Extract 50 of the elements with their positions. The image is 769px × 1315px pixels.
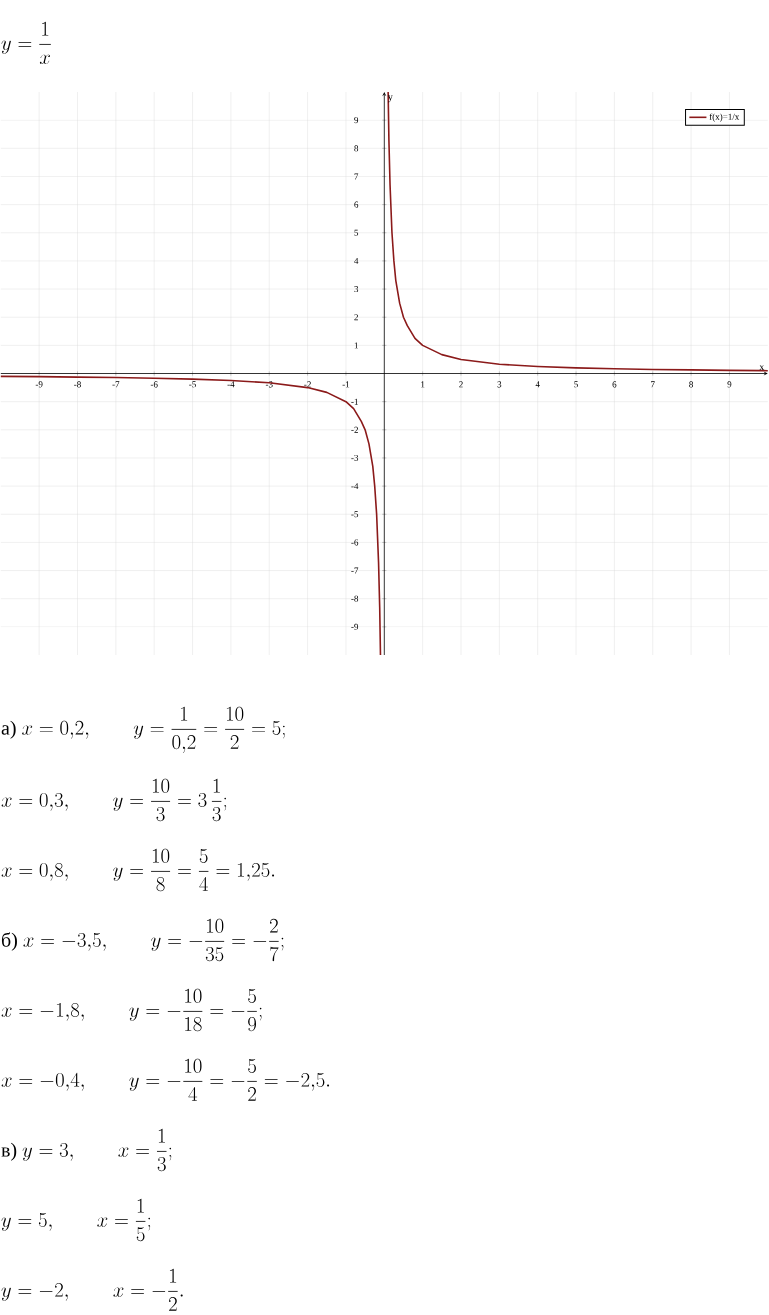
y-tick-label: 2 (354, 314, 359, 321)
y-tick-label: 8 (354, 145, 359, 152)
x-tick-label: -5 (189, 381, 197, 388)
chart-title: $y=\frac{1}{x}$ (1, 21, 52, 65)
text: $x=0{,}3,\qquad y=\frac{10}{3}=3\,\frac{1}{3};$ (1, 778, 227, 822)
x-tick-label: 6 (612, 381, 617, 388)
x-tick-label: -6 (150, 381, 158, 388)
x-tick-label: 1 (421, 381, 425, 388)
text: $\text{б) }x=-3{,}5,\qquad y=-\frac{10}{35}=-\frac{2}{7};$ (2, 918, 284, 962)
x-tick-label: -9 (35, 381, 43, 388)
y-tick-label: -7 (351, 567, 359, 574)
y-tick-label: -4 (351, 483, 359, 490)
x-tick-label: 9 (727, 381, 732, 388)
y-tick-label: -9 (351, 623, 359, 630)
x-tick-label: -3 (266, 381, 273, 388)
y-tick-label: 5 (354, 229, 359, 236)
text: $y=5,\qquad x=\frac{1}{5};$ (1, 1198, 151, 1242)
x-tick-label: -2 (304, 381, 312, 388)
x-tick-label: -8 (74, 381, 82, 388)
text: $\text{а) }x=0{,}2,\qquad y=\frac{1}{0{,}2}=\frac{10}{2}=5;$ (1, 706, 285, 753)
y-axis-title: y (388, 95, 394, 103)
x-axis-title: x (759, 365, 765, 370)
y-tick-label: 3 (354, 286, 359, 293)
x-tick-label: 3 (497, 381, 502, 388)
y-tick-label: -6 (351, 539, 359, 546)
x-tick-label: 4 (535, 381, 541, 388)
text: $y=-2,\qquad x=-\frac{1}{2}.$ (1, 1268, 183, 1311)
x-tick-label: 7 (651, 381, 655, 388)
y-tick-label: 4 (354, 257, 359, 264)
line-series (0, 375, 382, 656)
y-tick-label: 1 (354, 342, 359, 349)
y-tick-label: -1 (351, 398, 359, 405)
x-tick-label: 5 (574, 381, 579, 388)
y-tick-label: -8 (351, 595, 359, 602)
y-tick-label: 6 (354, 201, 359, 208)
x-tick-label: -4 (227, 381, 235, 388)
x-tick-label: -1 (342, 381, 350, 388)
y-tick-label: -5 (351, 511, 359, 518)
x-tick-label: 2 (459, 381, 463, 388)
y-tick-label: 7 (354, 173, 359, 180)
y-tick-label: -3 (351, 454, 359, 461)
x-tick-label: -7 (112, 381, 120, 388)
x-tick-label: 8 (689, 381, 694, 388)
legend-label: f(x)=1/x (709, 113, 740, 122)
text: $x=-0{,}4,\qquad y=-\frac{10}{4}=-\frac{5}{2}=-2{,}5.$ (1, 1058, 330, 1101)
text: $x=-1{,}8,\qquad y=-\frac{10}{18}=-\frac{5}{9};$ (1, 988, 262, 1032)
y-tick-label: 9 (354, 117, 359, 124)
y-tick-label: -2 (351, 426, 359, 433)
text: $x=0{,}8,\qquad y=\frac{10}{8}=\frac{5}{4}=1{,}25.$ (1, 848, 275, 892)
text: $\text{в) }y=3,\qquad x=\frac{1}{3};$ (1, 1128, 172, 1172)
